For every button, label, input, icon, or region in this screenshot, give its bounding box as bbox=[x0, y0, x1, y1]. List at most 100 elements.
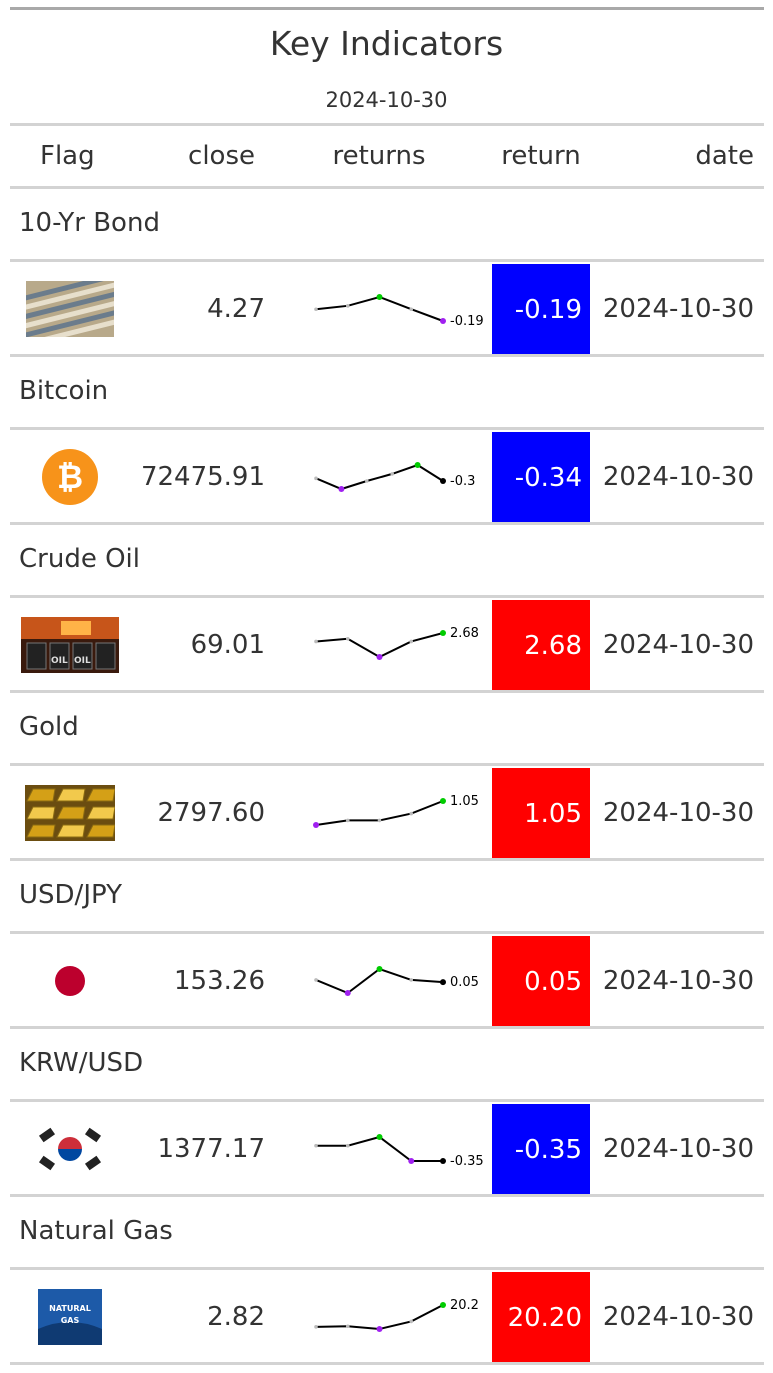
oil-barrels-icon: OIL OIL bbox=[21, 617, 119, 673]
sparkline-point bbox=[345, 636, 350, 641]
sparkline-last-value-label: -0.3 bbox=[450, 474, 475, 489]
sparkline-point bbox=[345, 304, 350, 308]
sparkline-point bbox=[376, 1134, 383, 1140]
table-row: 153.26 0.05 0.05 2024-10-30 bbox=[10, 934, 764, 1028]
sparkline-point bbox=[409, 307, 414, 312]
bitcoin-icon: ₿ bbox=[42, 449, 98, 505]
table-title: Key Indicators bbox=[269, 24, 504, 63]
date-value: 2024-10-30 bbox=[602, 294, 754, 324]
sparkline-point bbox=[314, 978, 318, 982]
returns-sparkline: -0.35 bbox=[314, 1134, 484, 1169]
sparkline-series-line bbox=[315, 295, 444, 322]
sparkline-point bbox=[314, 307, 318, 312]
returns-sparkline: 1.05 bbox=[313, 794, 479, 828]
sparkline-point bbox=[345, 1143, 350, 1148]
close-value: 2797.60 bbox=[157, 798, 265, 828]
date-value: 2024-10-30 bbox=[602, 966, 754, 996]
row-rule bbox=[10, 1362, 764, 1365]
table-row: 1377.17 -0.35 -0.35 2024-10-30 bbox=[10, 1102, 764, 1196]
sparkline-point bbox=[390, 472, 394, 476]
return-value: 20.20 bbox=[492, 1272, 590, 1364]
flag-cell bbox=[10, 262, 130, 356]
returns-sparkline: -0.3 bbox=[314, 462, 475, 492]
sparkline-series-line bbox=[315, 1304, 444, 1331]
svg-text:GAS: GAS bbox=[61, 1316, 80, 1325]
return-value: 0.05 bbox=[492, 936, 590, 1028]
svg-text:₿: ₿ bbox=[57, 458, 83, 496]
sparkline-point bbox=[409, 978, 414, 982]
sparkline-series-line bbox=[315, 967, 444, 995]
table-row: ₿ 72475.91 -0.3 -0.34 2024-10-30 bbox=[10, 430, 764, 524]
sparkline-point bbox=[376, 966, 383, 972]
row-rule bbox=[10, 354, 764, 357]
sparkline-point bbox=[314, 1325, 318, 1329]
sparkline-point bbox=[344, 990, 351, 996]
table-row: OIL OIL 69.01 2.68 2.68 2024-10-30 bbox=[10, 598, 764, 692]
returns-sparkline: 0.05 bbox=[314, 966, 479, 996]
returns-sparkline: 20.2 bbox=[314, 1298, 479, 1332]
row-rule bbox=[10, 522, 764, 525]
bond-certificates-icon bbox=[26, 281, 114, 337]
row-group-label: KRW/USD bbox=[19, 1048, 144, 1078]
group-rule bbox=[10, 427, 764, 430]
group-rule bbox=[10, 931, 764, 934]
row-group-label: Crude Oil bbox=[19, 544, 140, 574]
sparkline-last-value-label: -0.35 bbox=[450, 1154, 484, 1169]
sparkline-last-value-label: 20.2 bbox=[450, 1298, 479, 1313]
date-value: 2024-10-30 bbox=[602, 1302, 754, 1332]
sparkline-series-line bbox=[315, 632, 444, 659]
row-group-label: USD/JPY bbox=[19, 880, 122, 910]
flag-cell bbox=[10, 934, 130, 1028]
sparkline-last-value-label: -0.19 bbox=[450, 314, 484, 329]
flag-cell bbox=[10, 766, 130, 860]
column-header-return: return bbox=[501, 141, 581, 171]
returns-sparkline: -0.19 bbox=[314, 294, 484, 329]
sparkline-point bbox=[408, 1158, 415, 1164]
date-value: 2024-10-30 bbox=[602, 1134, 754, 1164]
sparkline-point bbox=[313, 822, 319, 828]
sparkline-point bbox=[314, 1143, 318, 1148]
return-value: -0.35 bbox=[492, 1104, 590, 1196]
svg-text:OIL: OIL bbox=[51, 656, 68, 666]
flag-cell: ₿ bbox=[10, 430, 130, 524]
sparkline-point bbox=[440, 318, 446, 324]
sparkline-last-value-label: 2.68 bbox=[450, 626, 479, 641]
group-rule bbox=[10, 763, 764, 766]
korea-flag-icon bbox=[38, 1125, 102, 1173]
date-value: 2024-10-30 bbox=[602, 462, 754, 492]
sparkline-point bbox=[345, 818, 350, 823]
japan-flag-icon bbox=[40, 959, 100, 1003]
row-rule bbox=[10, 690, 764, 693]
sparkline-point bbox=[440, 478, 446, 484]
return-value: 1.05 bbox=[492, 768, 590, 860]
group-rule bbox=[10, 1267, 764, 1270]
column-header-flag: Flag bbox=[40, 141, 95, 171]
group-rule bbox=[10, 259, 764, 262]
sparkline-point bbox=[440, 798, 446, 804]
sparkline-last-value-label: 0.05 bbox=[450, 975, 479, 990]
sparkline-point bbox=[409, 639, 414, 644]
sparkline-last-value-label: 1.05 bbox=[450, 794, 479, 809]
column-header-close: close bbox=[188, 141, 255, 171]
flag-cell: NATURAL GAS bbox=[10, 1270, 130, 1364]
table-row: NATURAL GAS 2.82 20.2 20.20 2024-10-30 bbox=[10, 1270, 764, 1364]
row-group-label: Bitcoin bbox=[19, 376, 109, 406]
svg-text:NATURAL: NATURAL bbox=[49, 1304, 91, 1313]
sparkline-point bbox=[376, 1326, 383, 1332]
svg-text:OIL: OIL bbox=[74, 656, 91, 666]
column-header-date: date bbox=[695, 141, 754, 171]
date-value: 2024-10-30 bbox=[602, 798, 754, 828]
group-rule bbox=[10, 595, 764, 598]
sparkline-point bbox=[314, 639, 318, 644]
sparkline-point bbox=[377, 818, 382, 823]
group-rule bbox=[10, 1099, 764, 1102]
flag-cell: OIL OIL bbox=[10, 598, 130, 692]
close-value: 72475.91 bbox=[140, 462, 265, 492]
close-value: 2.82 bbox=[207, 1302, 265, 1332]
sparkline-point bbox=[409, 811, 414, 816]
flag-cell bbox=[10, 1102, 130, 1196]
table-row: 4.27 -0.19 -0.19 2024-10-30 bbox=[10, 262, 764, 356]
row-rule bbox=[10, 1194, 764, 1197]
sparkline-point bbox=[440, 979, 446, 986]
row-group-label: 10-Yr Bond bbox=[19, 208, 160, 238]
